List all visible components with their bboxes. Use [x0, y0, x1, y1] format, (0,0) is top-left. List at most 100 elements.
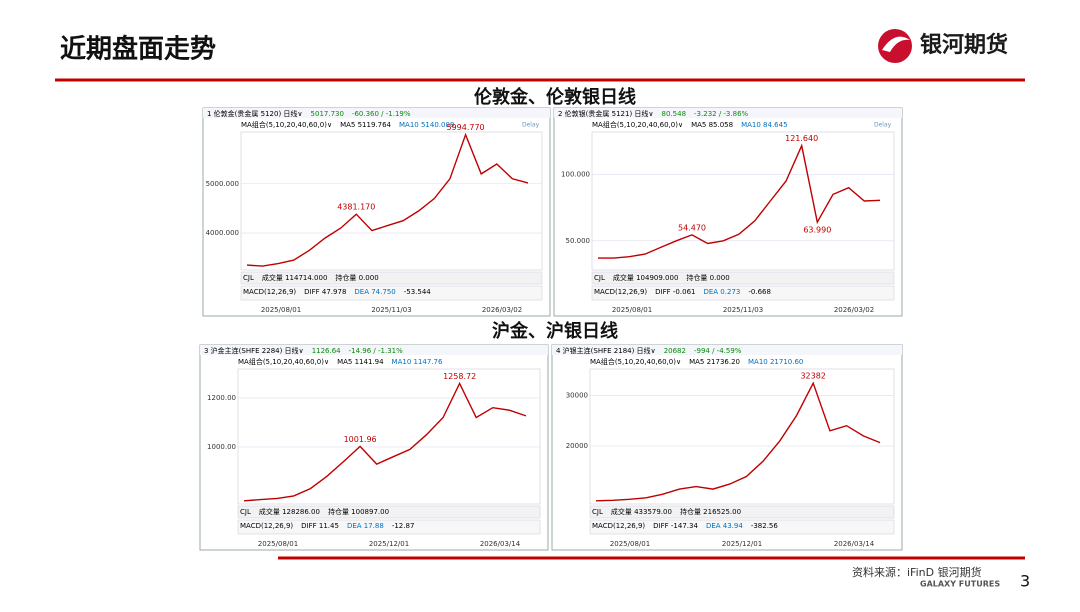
info-text: CJL [240, 508, 251, 516]
peak-label: 1001.96 [344, 435, 377, 444]
macd-band [589, 519, 895, 535]
y-tick-label: 50.000 [566, 237, 591, 245]
info-text: 5017.730 [311, 110, 344, 118]
info-text: 成交量 128286.00 [259, 507, 320, 516]
info-text: DIFF -0.061 [655, 288, 695, 296]
info-text: MA5 21736.20 [689, 358, 740, 366]
info-text: MACD(12,26,9) [594, 288, 647, 296]
y-tick-label: 1000.00 [207, 443, 236, 451]
slide-title: 近期盘面走势 [60, 34, 216, 65]
info-text: -382.56 [751, 522, 779, 530]
info-text: MA5 85.058 [691, 121, 733, 129]
info-text: -60.360 / -1.19% [352, 110, 411, 118]
x-tick-label: 2025/08/01 [610, 540, 650, 548]
info-text: MA10 5140.008 [399, 121, 454, 129]
info-text: 1 伦敦金(贵金属 5120) 日线∨ [207, 109, 303, 118]
macd-band [591, 285, 895, 301]
plot-area [589, 368, 895, 505]
info-text: 3 沪金主连(SHFE 2284) 日线∨ [204, 346, 304, 355]
price-line [595, 381, 881, 502]
info-text: DIFF 11.45 [301, 522, 339, 530]
delay: Delay [522, 122, 540, 129]
info-text: -12.87 [392, 522, 415, 530]
peak-label: 63.990 [803, 226, 831, 235]
x-tick-label: 2025/11/03 [371, 306, 411, 314]
volume-band [240, 271, 543, 285]
info-text: -994 / -4.59% [694, 347, 742, 355]
info-text: DEA 74.750 [354, 288, 395, 296]
info-text: 20682 [664, 347, 686, 355]
brand: GALAXY FUTURES [920, 580, 1000, 589]
x-tick-label: 2025/12/01 [722, 540, 762, 548]
info-text: MACD(12,26,9) [243, 288, 296, 296]
info-text: -0.668 [748, 288, 771, 296]
info-text: MA5 5119.764 [340, 121, 391, 129]
section-title: 伦敦金、伦敦银日线 [474, 86, 636, 108]
info-text: MA组合(5,10,20,40,60,0)∨ [238, 357, 329, 366]
y-tick-label: 1200.00 [207, 394, 236, 402]
info-text: MA5 1141.94 [337, 358, 384, 366]
info-text: MA10 21710.60 [748, 358, 803, 366]
x-tick-label: 2025/11/03 [723, 306, 763, 314]
peak-label: 4381.170 [337, 203, 375, 212]
info-text: DEA 17.88 [347, 522, 384, 530]
info-text: CJL [594, 274, 605, 282]
info-text: CJL [243, 274, 254, 282]
info-text: DEA 0.273 [703, 288, 740, 296]
info-text: MA10 1147.76 [392, 358, 443, 366]
price-line [243, 381, 527, 502]
peak-label: 121.640 [785, 134, 818, 143]
price-line [246, 132, 529, 267]
volume-band [589, 505, 895, 519]
delay: Delay [874, 122, 892, 129]
y-tick-label: 20000 [566, 442, 588, 450]
page-number: 3 [1020, 572, 1030, 591]
info-text: -14.96 / -1.31% [349, 347, 403, 355]
info-text: 持仓量 0.000 [686, 273, 729, 282]
info-text: DIFF 47.978 [304, 288, 346, 296]
info-text: MA组合(5,10,20,40,60,0)∨ [590, 357, 681, 366]
info-text: MACD(12,26,9) [240, 522, 293, 530]
volume-band [591, 271, 895, 285]
info-text: 4 沪银主连(SHFE 2184) 日线∨ [556, 346, 656, 355]
info-text: DEA 43.94 [706, 522, 743, 530]
peak-label: 54.470 [678, 223, 706, 232]
logo-swoosh [882, 36, 910, 52]
info-text: DIFF -147.34 [653, 522, 698, 530]
section-title: 沪金、沪银日线 [492, 320, 618, 342]
plot-area [591, 131, 895, 271]
macd-band [237, 519, 541, 535]
header-band [200, 345, 548, 355]
info-text: MA组合(5,10,20,40,60,0)∨ [241, 120, 332, 129]
y-tick-label: 5000.000 [206, 180, 239, 188]
x-tick-label: 2026/03/02 [482, 306, 522, 314]
header-band [203, 108, 550, 118]
info-text: MACD(12,26,9) [592, 522, 645, 530]
info-text: -3.232 / -3.86% [694, 110, 748, 118]
info-text: 持仓量 100897.00 [328, 507, 389, 516]
info-text: -53.544 [404, 288, 432, 296]
volume-band [237, 505, 541, 519]
x-tick-label: 2025/08/01 [258, 540, 298, 548]
header-band [552, 345, 902, 355]
x-tick-label: 2026/03/14 [834, 540, 875, 548]
logo-mark [878, 29, 912, 63]
header-band [554, 108, 902, 118]
y-tick-label: 100.000 [561, 170, 590, 178]
plot-area [237, 368, 541, 505]
info-text: 成交量 433579.00 [611, 507, 672, 516]
x-tick-label: 2026/03/02 [834, 306, 874, 314]
plot-area [240, 131, 543, 271]
info-text: MA组合(5,10,20,40,60,0)∨ [592, 120, 683, 129]
info-text: 成交量 104909.000 [613, 273, 679, 282]
peak-label: 5994.770 [446, 123, 484, 132]
logo-text: 银河期货 [920, 32, 1008, 58]
y-tick-label: 4000.000 [206, 229, 239, 237]
x-tick-label: 2025/08/01 [612, 306, 652, 314]
info-text: 80.548 [662, 110, 687, 118]
macd-band [240, 285, 543, 301]
info-text: 2 伦敦银(贵金属 5121) 日线∨ [558, 109, 654, 118]
price-line [598, 143, 881, 259]
info-text: 持仓量 0.000 [335, 273, 378, 282]
